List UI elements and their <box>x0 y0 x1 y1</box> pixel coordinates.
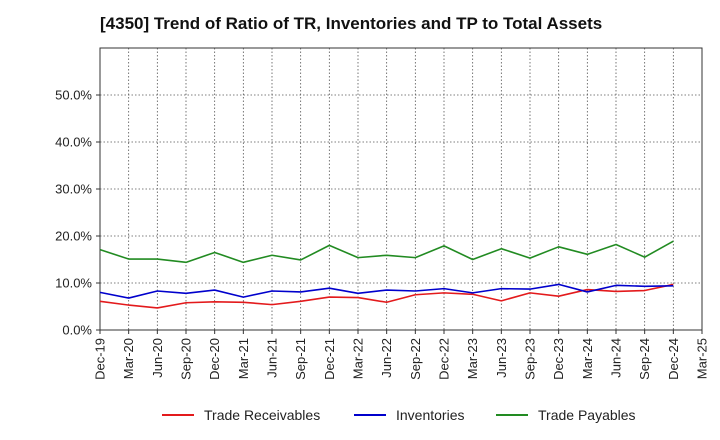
y-tick-label: 50.0% <box>55 88 92 103</box>
legend-label: Trade Receivables <box>204 407 321 423</box>
x-tick-label: Dec-24 <box>666 338 681 380</box>
x-tick-label: Jun-23 <box>494 338 509 378</box>
x-tick-label: Sep-24 <box>637 338 652 380</box>
y-tick-label: 20.0% <box>55 229 92 244</box>
legend-swatch-trade-receivables <box>162 414 194 416</box>
legend-item-inventories: Inventories <box>354 404 464 426</box>
x-tick-label: Sep-23 <box>523 338 538 380</box>
tick-labels: 0.0% 10.0% 20.0% 30.0% 40.0% 50.0% Dec-19 Mar-2… <box>55 88 709 380</box>
x-tick-label: Sep-21 <box>293 338 308 380</box>
x-tick-label: Dec-19 <box>93 338 108 380</box>
x-tick-label: Dec-22 <box>437 338 452 380</box>
x-tick-label: Jun-22 <box>379 338 394 378</box>
y-tick-label: 40.0% <box>55 135 92 150</box>
legend-label: Trade Payables <box>538 407 636 423</box>
y-tick-label: 0.0% <box>62 323 92 338</box>
x-tick-label: Dec-23 <box>551 338 566 380</box>
x-tick-label: Dec-21 <box>322 338 337 380</box>
legend-swatch-inventories <box>354 414 386 416</box>
legend: Trade Receivables Inventories Trade Paya… <box>0 404 720 426</box>
x-tick-label: Mar-24 <box>580 338 595 379</box>
x-tick-label: Dec-20 <box>207 338 222 380</box>
chart-title: [4350] Trend of Ratio of TR, Inventories… <box>100 14 603 33</box>
data-series <box>99 240 674 309</box>
x-tick-label: Mar-20 <box>121 338 136 379</box>
x-tick-label: Jun-24 <box>609 338 624 378</box>
axes <box>96 47 703 334</box>
x-tick-label: Mar-25 <box>695 338 710 379</box>
grid-lines <box>99 48 703 331</box>
legend-item-trade-payables: Trade Payables <box>496 404 636 426</box>
x-tick-label: Sep-20 <box>179 338 194 380</box>
y-tick-label: 30.0% <box>55 182 92 197</box>
x-tick-label: Jun-21 <box>265 338 280 378</box>
legend-label: Inventories <box>396 407 465 423</box>
x-tick-label: Mar-23 <box>465 338 480 379</box>
x-tick-label: Sep-22 <box>408 338 423 380</box>
legend-swatch-trade-payables <box>496 414 528 416</box>
y-tick-label: 10.0% <box>55 276 92 291</box>
x-tick-label: Mar-21 <box>236 338 251 379</box>
x-tick-label: Mar-22 <box>351 338 366 379</box>
x-tick-label: Jun-20 <box>150 338 165 378</box>
legend-item-trade-receivables: Trade Receivables <box>162 404 320 426</box>
